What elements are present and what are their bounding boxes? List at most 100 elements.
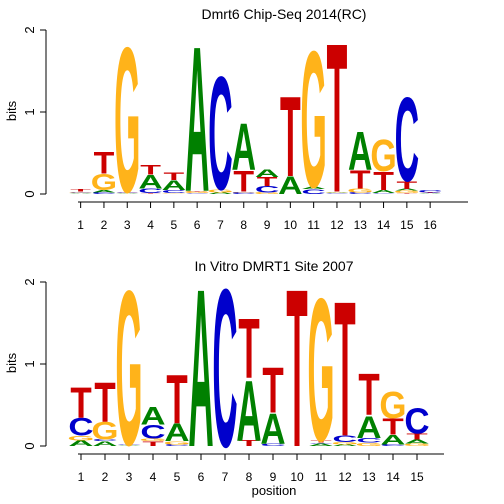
x-tick-label: 11 <box>315 470 328 484</box>
x-axis-label: position <box>252 483 297 498</box>
logo-letter-T: T <box>382 414 403 440</box>
logo-letter-T: T <box>94 144 115 180</box>
logo-letter-T: T <box>94 371 115 435</box>
x-tick-label: 13 <box>354 218 368 232</box>
logo-letter-C: C <box>116 444 141 445</box>
logo-letter-C: C <box>212 243 237 495</box>
x-ticks: 1 2 3 4 5 6 7 8 9 10 11 12 13 14 15 <box>78 454 424 484</box>
y-axis-label: bits <box>4 352 19 373</box>
x-tick-label: 9 <box>270 470 277 484</box>
logo-letter-C: C <box>140 421 165 443</box>
logo-letter-T: T <box>373 167 394 196</box>
logo-letter-T: T <box>140 193 161 194</box>
logo-letter-G: G <box>67 192 93 193</box>
y-ticks: 0 1 2 <box>22 278 46 450</box>
logo-letter-C: C <box>332 434 357 444</box>
logo-letter-A: A <box>68 193 92 194</box>
logo-letter-T: T <box>238 301 259 397</box>
x-tick-label: 13 <box>362 470 376 484</box>
logo-letter-G: G <box>161 193 187 194</box>
logo-letter-G: G <box>139 438 166 442</box>
x-tick-label: 14 <box>386 470 400 484</box>
logo-letter-A: A <box>162 178 186 193</box>
logo-letter-T: T <box>420 192 441 193</box>
logo-letter-A: A <box>356 410 381 445</box>
y-tick-label: 2 <box>22 26 37 33</box>
logo-letter-G: G <box>254 192 280 195</box>
x-tick-label: 11 <box>307 218 320 232</box>
logo-letter-A: A <box>348 120 372 181</box>
logo-letter-T: T <box>396 193 417 194</box>
logo-letter-C: C <box>348 192 372 195</box>
logo-letter-G: G <box>163 440 190 445</box>
x-tick-label: 1 <box>77 218 84 232</box>
logo-letter-T: T <box>233 165 254 198</box>
logo-letter-A: A <box>260 405 285 453</box>
x-tick-label: 1 <box>78 470 85 484</box>
x-tick-label: 14 <box>377 218 391 232</box>
x-tick-label: 7 <box>217 218 224 232</box>
x-tick-label: 2 <box>102 470 109 484</box>
logo-letter-C: C <box>232 192 256 195</box>
logo-letter-C: C <box>68 413 93 441</box>
logo-letter-C: C <box>138 187 162 195</box>
x-tick-label: 6 <box>198 470 205 484</box>
logo-letter-G: G <box>184 191 210 194</box>
logo-letter-C: C <box>404 401 429 442</box>
logo-letter-A: A <box>68 439 93 448</box>
logo-letter-T: T <box>350 166 371 195</box>
logo-letter-G: G <box>114 6 140 236</box>
y-tick-label: 0 <box>22 190 37 197</box>
logo-letter-T: T <box>238 439 260 448</box>
logo-letter-A: A <box>188 243 213 495</box>
logo-letter-C: C <box>418 189 442 193</box>
logo-panel-dmrt1: In Vitro DMRT1 Site 2007 bits position 0… <box>4 243 444 498</box>
logo-letter-G: G <box>370 130 396 181</box>
logo-letter-C: C <box>301 188 325 196</box>
logo-letter-A: A <box>404 439 429 445</box>
logo-letter-G: G <box>347 187 373 193</box>
logo-letter-C: C <box>208 42 232 223</box>
x-tick-label: 8 <box>246 470 253 484</box>
y-tick-label: 2 <box>22 278 37 285</box>
logo-letter-A: A <box>232 111 256 185</box>
x-tick-label: 10 <box>284 218 298 232</box>
y-axis-label: bits <box>4 100 19 121</box>
logo-letter-G: G <box>403 443 430 447</box>
y-tick-label: 0 <box>22 442 37 449</box>
logo-letter-A: A <box>185 5 209 235</box>
x-tick-label: 12 <box>338 470 352 484</box>
logo-letter-A: A <box>138 171 163 193</box>
x-tick-label: 2 <box>101 218 108 232</box>
logo-letter-C: C <box>68 191 92 192</box>
logo-letter-C: C <box>162 189 186 194</box>
panel-title: In Vitro DMRT1 Site 2007 <box>194 258 353 274</box>
logo-letter-T: T <box>166 360 187 438</box>
logo-letter-C: C <box>185 193 209 194</box>
logo-letter-T: T <box>142 440 164 448</box>
x-tick-label: 16 <box>423 218 437 232</box>
logo-letter-T: T <box>117 191 138 192</box>
logo-letter-T: T <box>406 433 428 442</box>
logo-letter-C: C <box>380 444 405 446</box>
y-tick-label: 1 <box>22 108 37 115</box>
logo-letter-C: C <box>164 444 189 446</box>
logo-letter-T: T <box>280 73 301 200</box>
logo-letter-A: A <box>278 172 302 200</box>
logo-letter-C: C <box>325 193 349 194</box>
logo-letter-T: T <box>140 163 161 178</box>
logo-letter-C: C <box>115 192 139 193</box>
logo-letter-A: A <box>116 445 141 446</box>
logo-letter-G: G <box>115 245 142 492</box>
logo-letter-A: A <box>115 193 139 194</box>
x-tick-label: 5 <box>171 218 178 232</box>
logo-letter-C: C <box>92 192 116 195</box>
x-ticks: 1 2 3 4 5 6 7 8 9 10 11 12 13 14 15 16 <box>77 202 437 232</box>
logo-letter-A: A <box>255 167 279 180</box>
x-tick-label: 5 <box>174 470 181 484</box>
logo-letter-A: A <box>325 192 349 193</box>
logo-letter-G: G <box>355 442 382 447</box>
